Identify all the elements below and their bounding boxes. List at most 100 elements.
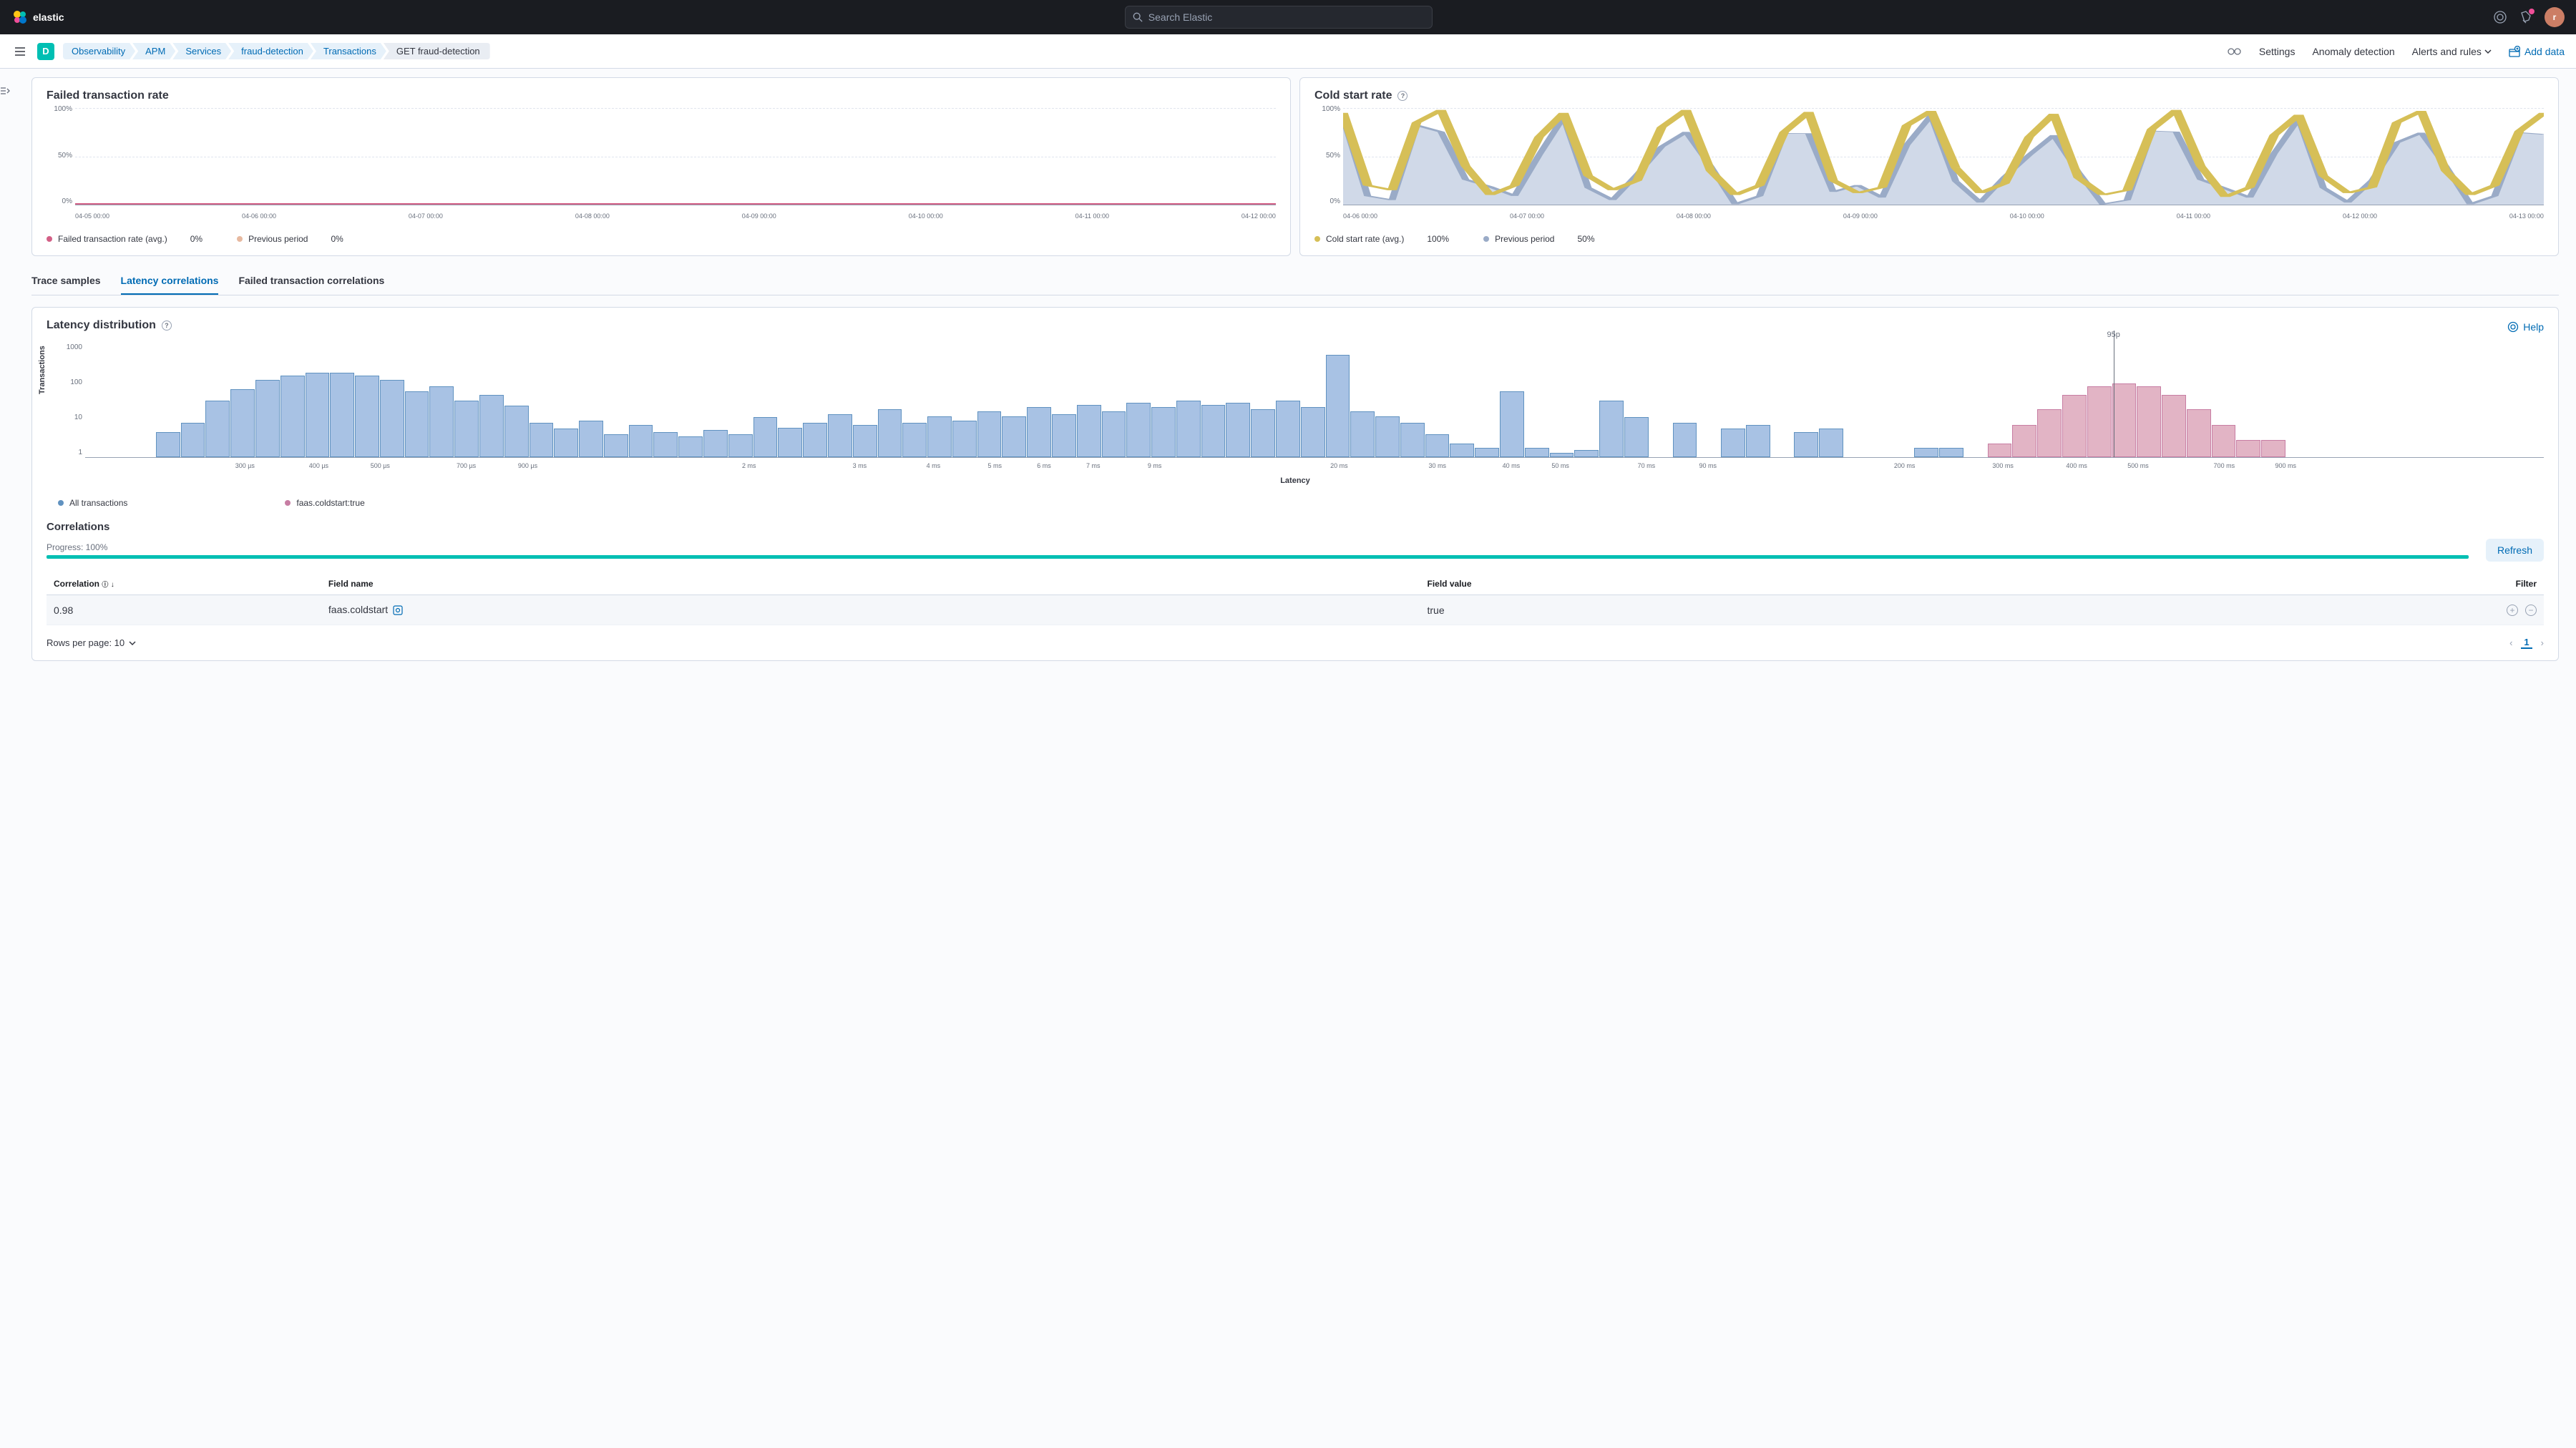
legend-item[interactable]: Previous period0%: [237, 234, 343, 244]
search-input[interactable]: [1148, 11, 1425, 23]
histogram-bar[interactable]: [1350, 411, 1375, 457]
help-icon[interactable]: [2493, 10, 2507, 24]
legend-item[interactable]: Cold start rate (avg.)100%: [1314, 234, 1449, 244]
histogram-bar[interactable]: [380, 380, 404, 457]
user-avatar[interactable]: r: [2545, 7, 2565, 27]
histogram-bar[interactable]: [1326, 355, 1350, 457]
histogram-bar[interactable]: [1102, 411, 1126, 457]
histogram-bar[interactable]: [1450, 444, 1474, 457]
alerts-rules-link[interactable]: Alerts and rules: [2412, 46, 2492, 57]
histogram-bar[interactable]: [1251, 409, 1275, 457]
rows-per-page[interactable]: Rows per page: 10: [47, 637, 136, 649]
tab-trace-samples[interactable]: Trace samples: [31, 268, 101, 295]
histogram-bar[interactable]: [2187, 409, 2211, 457]
histogram-bar[interactable]: [1400, 423, 1425, 457]
histogram-bar[interactable]: [803, 423, 827, 457]
global-search[interactable]: [1125, 6, 1433, 29]
histogram-bar[interactable]: [977, 411, 1002, 457]
histogram-bar[interactable]: [1746, 425, 1770, 457]
filter-out-icon[interactable]: −: [2525, 605, 2537, 616]
histogram-bar[interactable]: [230, 389, 255, 457]
histogram-bar[interactable]: [2162, 395, 2186, 457]
histogram-bar[interactable]: [1574, 450, 1599, 457]
histogram-bar[interactable]: [1721, 429, 1745, 457]
histogram-bar[interactable]: [1425, 434, 1450, 457]
histogram-bar[interactable]: [280, 376, 305, 457]
histogram-bar[interactable]: [1599, 401, 1624, 458]
column-header[interactable]: Field value: [1420, 573, 2244, 595]
histogram-bar[interactable]: [1794, 432, 1818, 457]
histogram-bar[interactable]: [604, 434, 628, 457]
histogram-bar[interactable]: [1375, 416, 1400, 457]
histogram-bar[interactable]: [355, 376, 379, 457]
histogram-bar[interactable]: [1550, 453, 1574, 457]
histogram-bar[interactable]: [1276, 401, 1300, 458]
anomaly-detection-link[interactable]: Anomaly detection: [2312, 46, 2394, 57]
histogram-bar[interactable]: [504, 406, 529, 457]
histogram-bar[interactable]: [902, 423, 927, 457]
histogram-bar[interactable]: [2012, 425, 2036, 457]
help-link[interactable]: Help: [2507, 321, 2544, 333]
histogram-bar[interactable]: [1052, 414, 1076, 457]
histogram-bar[interactable]: [1624, 417, 1649, 457]
histogram-bar[interactable]: [579, 421, 603, 457]
histogram-bar[interactable]: [2137, 386, 2161, 457]
breadcrumb-item[interactable]: APM: [132, 43, 175, 59]
histogram-bar[interactable]: [2261, 440, 2285, 457]
refresh-button[interactable]: Refresh: [2486, 539, 2544, 562]
histogram-bar[interactable]: [728, 434, 753, 457]
histogram-bar[interactable]: [454, 401, 479, 458]
histogram-bar[interactable]: [703, 430, 728, 457]
histogram-bar[interactable]: [2212, 425, 2236, 457]
histogram-bar[interactable]: [2087, 386, 2112, 457]
sidebar-expand-icon[interactable]: [0, 69, 23, 678]
histogram-bar[interactable]: [1151, 407, 1176, 457]
legend-item[interactable]: Previous period50%: [1483, 234, 1594, 244]
tab-latency-correlations[interactable]: Latency correlations: [121, 268, 219, 295]
space-selector[interactable]: D: [37, 43, 54, 60]
filter-in-icon[interactable]: +: [2507, 605, 2518, 616]
histogram-bar[interactable]: [1027, 407, 1051, 457]
histogram-bar[interactable]: [429, 386, 454, 457]
table-row[interactable]: 0.98 faas.coldstart true +−: [47, 595, 2544, 625]
column-header[interactable]: Correlation ⓘ ↓: [47, 573, 321, 595]
histogram-bar[interactable]: [1226, 403, 1250, 457]
histogram-bar[interactable]: [306, 373, 330, 457]
histogram-bar[interactable]: [554, 429, 578, 457]
histogram-bar[interactable]: [952, 421, 977, 457]
histogram-bar[interactable]: [330, 373, 354, 457]
breadcrumb-item[interactable]: fraud-detection: [228, 43, 313, 59]
legend-item[interactable]: faas.coldstart:true: [285, 498, 364, 508]
histogram-bar[interactable]: [1914, 448, 1938, 457]
histogram-bar[interactable]: [678, 436, 703, 457]
view-field-icon[interactable]: [392, 605, 404, 616]
histogram-bar[interactable]: [405, 391, 429, 457]
histogram-bar[interactable]: [653, 432, 678, 457]
breadcrumb-item[interactable]: Observability: [63, 43, 135, 59]
histogram-bar[interactable]: [1475, 448, 1499, 457]
histogram-bar[interactable]: [1301, 407, 1325, 457]
histogram-bar[interactable]: [753, 417, 778, 457]
histogram-bar[interactable]: [1673, 423, 1697, 457]
tab-failed-transaction-correlations[interactable]: Failed transaction correlations: [238, 268, 384, 295]
column-header[interactable]: Field name: [321, 573, 1420, 595]
inspect-icon[interactable]: [2226, 44, 2242, 59]
next-page-icon[interactable]: ›: [2541, 637, 2544, 648]
histogram-bar[interactable]: [2112, 383, 2137, 457]
histogram-bar[interactable]: [181, 423, 205, 457]
histogram-bar[interactable]: [156, 432, 180, 457]
histogram-bar[interactable]: [828, 414, 852, 457]
histogram-bar[interactable]: [1002, 416, 1026, 457]
histogram-bar[interactable]: [2062, 395, 2087, 457]
info-icon[interactable]: ?: [1397, 91, 1407, 101]
histogram-bar[interactable]: [778, 428, 802, 457]
nav-toggle-icon[interactable]: [11, 43, 29, 60]
histogram-bar[interactable]: [1500, 391, 1524, 457]
histogram-bar[interactable]: [205, 401, 230, 458]
histogram-bar[interactable]: [878, 409, 902, 457]
histogram-bar[interactable]: [1176, 401, 1201, 458]
current-page[interactable]: 1: [2521, 637, 2532, 649]
histogram-bar[interactable]: [1819, 429, 1843, 457]
histogram-bar[interactable]: [255, 380, 280, 457]
breadcrumb-item[interactable]: Transactions: [311, 43, 386, 59]
